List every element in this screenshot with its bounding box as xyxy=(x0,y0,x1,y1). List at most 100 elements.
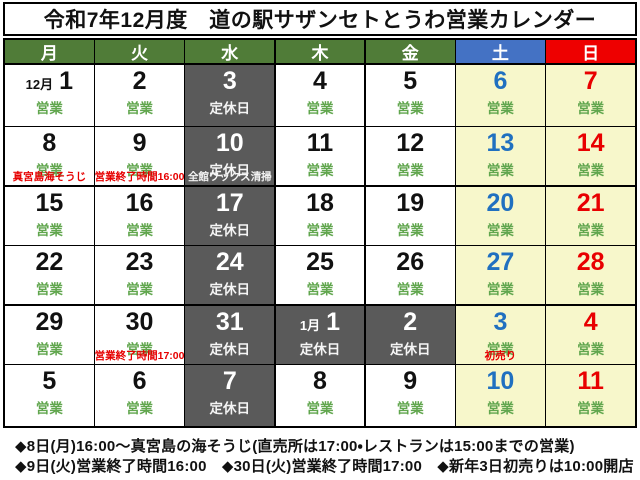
date-line: 22 xyxy=(35,247,63,277)
date-number: 23 xyxy=(125,248,154,276)
date-number: 8 xyxy=(313,367,327,395)
date-line: 28 xyxy=(577,247,605,277)
date-line: 6 xyxy=(133,366,147,396)
status-label: 定休日 xyxy=(209,222,251,238)
weekday-header-火: 火 xyxy=(95,40,184,63)
date-line: 5 xyxy=(403,66,417,96)
date-line: 11 xyxy=(307,128,333,158)
status-label: 定休日 xyxy=(209,401,251,416)
status-label: 営業 xyxy=(486,401,514,416)
calendar-cell-r6c1: 5 営業 xyxy=(5,365,94,426)
weekday-header-金: 金 xyxy=(365,40,455,63)
calendar-cell-r1c4: 4 営業 xyxy=(275,64,365,126)
date-number: 13 xyxy=(486,129,515,157)
date-line: 31 xyxy=(216,307,244,337)
date-line: 16 xyxy=(126,188,154,218)
calendar-cell-r4c1: 22 営業 xyxy=(5,246,94,304)
date-number: 5 xyxy=(42,367,57,395)
date-number: 15 xyxy=(35,188,64,217)
calendar-cell-r4c3: 24 定休日 xyxy=(185,246,275,304)
date-line: 10 xyxy=(216,128,244,158)
date-line: 4 xyxy=(584,307,598,337)
calendar-cell-r3c5: 19 営業 xyxy=(365,186,455,245)
date-line: 3 xyxy=(493,307,507,337)
weekday-header-水: 水 xyxy=(185,40,275,63)
date-number: 10 xyxy=(486,367,515,395)
date-line: 8 xyxy=(313,366,327,396)
calendar-cell-r2c5: 12 営業 xyxy=(365,127,455,185)
calendar-cell-r5c2: 30 営業 営業終了時間17:00 xyxy=(94,305,185,364)
status-label: 営業 xyxy=(126,341,154,357)
calendar-cell-r3c7: 21 営業 xyxy=(546,186,635,245)
status-label: 定休日 xyxy=(389,341,431,357)
footnote-line-1: ◆8日(月)16:00～真宮島の海そうじ(直売所は17:00・レストランは15:… xyxy=(15,438,575,455)
calendar-cell-r5c7: 4 営業 xyxy=(546,305,635,364)
date-line: 9 xyxy=(133,128,147,158)
calendar-cell-r3c6: 20 営業 xyxy=(456,186,545,245)
date-number: 17 xyxy=(215,188,244,217)
date-number: 6 xyxy=(493,66,508,95)
calendar-grid: 月火水木金土日 12月 1 営業 2 営業 3 定休日 4 営業 5 営業 6 営業 7 営業 8 営業 真宮島海そ… xyxy=(3,38,637,428)
calendar-cell-r2c6: 13 営業 xyxy=(456,127,545,185)
date-line: 7 xyxy=(584,66,598,96)
date-number: 3 xyxy=(493,307,508,336)
status-label: 営業 xyxy=(577,282,605,297)
calendar-cell-r1c2: 2 営業 xyxy=(95,64,184,126)
calendar-cell-r1c3: 3 定休日 xyxy=(185,64,275,126)
date-line: 15 xyxy=(35,188,63,218)
date-line: 20 xyxy=(487,188,515,218)
cell-note: 営業終了時間17:00 xyxy=(94,349,185,362)
calendar-cell-r1c7: 7 営業 xyxy=(546,64,635,126)
date-number: 6 xyxy=(132,367,147,395)
calendar-cell-r4c4: 25 営業 xyxy=(275,246,365,304)
calendar-cell-r5c6: 3 営業 初売り xyxy=(456,305,545,364)
date-line: 25 xyxy=(306,247,334,277)
date-line: 7 xyxy=(223,366,237,396)
date-line: 14 xyxy=(577,128,605,158)
date-line: 12月 1 xyxy=(26,66,73,96)
date-line: 23 xyxy=(126,247,154,277)
date-number: 20 xyxy=(486,188,515,217)
date-number: 25 xyxy=(306,248,334,276)
calendar-cell-r2c1: 8 営業 真宮島海そうじ xyxy=(5,127,94,185)
date-number: 31 xyxy=(215,307,244,336)
date-number: 18 xyxy=(306,188,334,217)
calendar-cell-r6c7: 11 営業 xyxy=(546,365,635,426)
date-number: 30 xyxy=(125,307,154,336)
status-label: 営業 xyxy=(486,222,514,238)
status-label: 営業 xyxy=(486,163,514,178)
date-number: 7 xyxy=(222,367,237,395)
date-number: 11 xyxy=(306,129,334,157)
status-label: 営業 xyxy=(126,401,154,416)
date-number: 26 xyxy=(396,248,425,276)
status-label: 定休日 xyxy=(209,282,251,297)
calendar-cell-r1c6: 6 営業 xyxy=(456,64,545,126)
status-label: 定休日 xyxy=(209,100,251,116)
date-line: 27 xyxy=(487,247,515,277)
footnote-line-2: ◆9日(火)営業終了時間16:00 ◆30日(火)営業終了時間17:00 ◆新年… xyxy=(15,458,634,475)
date-number: 27 xyxy=(486,248,515,276)
date-line: 2 xyxy=(403,307,417,337)
status-label: 営業 xyxy=(306,163,334,178)
status-label: 営業 xyxy=(396,163,424,178)
cell-note: 営業終了時間16:00 xyxy=(94,171,185,183)
date-number: 19 xyxy=(396,188,425,217)
status-label: 営業 xyxy=(396,282,424,297)
month-prefix: 12月 xyxy=(25,76,54,92)
status-label: 定休日 xyxy=(299,341,341,357)
calendar-cell-r3c1: 15 営業 xyxy=(5,186,94,245)
date-line: 10 xyxy=(487,366,515,396)
calendar-cell-r3c3: 17 定休日 xyxy=(185,186,275,245)
date-number: 28 xyxy=(576,248,605,276)
calendar-cell-r6c3: 7 定休日 xyxy=(185,365,275,426)
date-number: 1 xyxy=(59,66,74,95)
date-line: 11 xyxy=(577,366,603,396)
calendar-cell-r5c4: 1月 1 定休日 xyxy=(275,305,365,364)
status-label: 営業 xyxy=(577,401,605,416)
date-number: 11 xyxy=(577,367,604,395)
status-label: 営業 xyxy=(35,163,63,178)
date-line: 21 xyxy=(577,188,605,218)
date-line: 8 xyxy=(42,128,56,158)
date-number: 2 xyxy=(403,307,418,336)
calendar-cell-r2c7: 14 営業 xyxy=(546,127,635,185)
